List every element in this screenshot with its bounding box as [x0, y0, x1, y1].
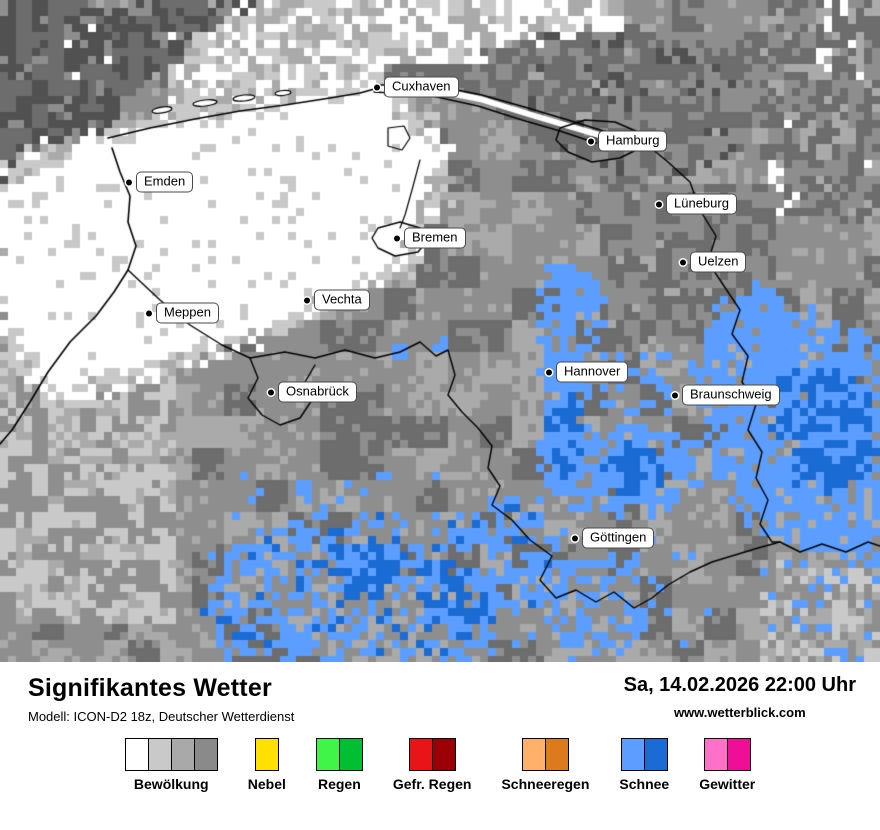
- legend-swatch: [254, 738, 279, 771]
- city-marker-osnabruck: Osnabrück: [268, 381, 357, 403]
- legend-label: Gewitter: [699, 776, 756, 792]
- legend-swatch: [620, 738, 645, 771]
- legend-swatches: [703, 738, 751, 771]
- legend-group-regen: Regen: [315, 738, 363, 792]
- legend-swatches: [315, 738, 363, 771]
- legend-swatches: [620, 738, 668, 771]
- footer: Signifikantes Wetter Modell: ICON-D2 18z…: [0, 662, 880, 830]
- legend-label: Schneeregen: [501, 776, 590, 792]
- page-title: Signifikantes Wetter: [28, 674, 272, 702]
- legend-label: Regen: [317, 776, 361, 792]
- legend-group-schnee: Schnee: [619, 738, 669, 792]
- legend-swatch: [431, 738, 456, 771]
- legend-label: Gefr. Regen: [392, 776, 472, 792]
- city-dot: [304, 297, 310, 303]
- city-label: Meppen: [156, 302, 219, 324]
- legend-swatches: [254, 738, 279, 771]
- website-url: www.wetterblick.com: [673, 705, 806, 720]
- legend-swatch: [147, 738, 172, 771]
- weather-map: Cuxhaven Hamburg Emden Lüneburg Bremen Uelzen…: [0, 0, 880, 662]
- city-label: Osnabrück: [278, 381, 357, 403]
- legend-swatch: [124, 738, 149, 771]
- city-label: Emden: [136, 171, 194, 193]
- city-dot: [546, 369, 552, 375]
- city-layer: Cuxhaven Hamburg Emden Lüneburg Bremen Uelzen…: [126, 76, 780, 549]
- city-dot: [572, 535, 578, 541]
- city-dot: [126, 179, 132, 185]
- city-label: Bremen: [404, 227, 466, 249]
- footer-left: Signifikantes Wetter Modell: ICON-D2 18z…: [28, 674, 294, 724]
- city-marker-vechta: Vechta: [304, 289, 370, 311]
- forecast-datetime: Sa, 14.02.2026 22:00 Uhr: [623, 674, 856, 696]
- legend-swatches: [408, 738, 456, 771]
- city-dot: [588, 138, 594, 144]
- city-label: Uelzen: [690, 251, 747, 273]
- footer-text-row: Signifikantes Wetter Modell: ICON-D2 18z…: [0, 674, 880, 724]
- legend-swatch: [544, 738, 569, 771]
- city-dot: [656, 201, 662, 207]
- city-label: Göttingen: [582, 527, 655, 549]
- city-dot: [394, 235, 400, 241]
- legend-swatch: [726, 738, 751, 771]
- city-marker-meppen: Meppen: [146, 302, 219, 324]
- legend-swatches: [124, 738, 218, 771]
- city-marker-emden: Emden: [126, 171, 194, 193]
- city-dot: [146, 310, 152, 316]
- city-dot: [374, 84, 380, 90]
- legend: Bewölkung Nebel Regen Gefr. Regen Schneerege…: [0, 738, 880, 792]
- city-marker-bremen: Bremen: [394, 227, 466, 249]
- legend-swatch: [193, 738, 218, 771]
- city-label: Vechta: [314, 289, 370, 311]
- legend-group-schneeregen: Schneeregen: [501, 738, 589, 792]
- legend-swatch: [170, 738, 195, 771]
- city-dot: [672, 392, 678, 398]
- city-marker-hamburg: Hamburg: [588, 130, 668, 152]
- city-label: Cuxhaven: [384, 76, 459, 98]
- city-marker-gottingen: Göttingen: [572, 527, 655, 549]
- legend-swatch: [315, 738, 340, 771]
- city-marker-uelzen: Uelzen: [680, 251, 747, 273]
- legend-label: Schnee: [619, 776, 670, 792]
- city-label: Braunschweig: [682, 384, 780, 406]
- legend-label: Bewölkung: [133, 776, 209, 792]
- legend-swatch: [703, 738, 728, 771]
- legend-group-nebel: Nebel: [248, 738, 286, 792]
- city-marker-hannover: Hannover: [546, 361, 629, 383]
- legend-swatch: [521, 738, 546, 771]
- city-dot: [680, 259, 686, 265]
- city-label: Lüneburg: [666, 193, 737, 215]
- legend-swatch: [338, 738, 363, 771]
- legend-group-gefr-regen: Gefr. Regen: [392, 738, 472, 792]
- legend-swatches: [521, 738, 569, 771]
- legend-group-gewitter: Gewitter: [699, 738, 755, 792]
- city-marker-braunschweig: Braunschweig: [672, 384, 780, 406]
- city-marker-luneburg: Lüneburg: [656, 193, 737, 215]
- city-dot: [268, 389, 274, 395]
- city-marker-cuxhaven: Cuxhaven: [374, 76, 459, 98]
- footer-right: Sa, 14.02.2026 22:00 Uhr www.wetterblick…: [624, 674, 856, 720]
- legend-swatch: [408, 738, 433, 771]
- weather-map-canvas: [0, 0, 880, 662]
- city-label: Hannover: [556, 361, 629, 383]
- legend-label: Nebel: [247, 776, 286, 792]
- model-info: Modell: ICON-D2 18z, Deutscher Wetterdie…: [28, 709, 295, 724]
- legend-group-bewolkung: Bewölkung: [124, 738, 218, 792]
- legend-swatch: [643, 738, 668, 771]
- city-label: Hamburg: [598, 130, 668, 152]
